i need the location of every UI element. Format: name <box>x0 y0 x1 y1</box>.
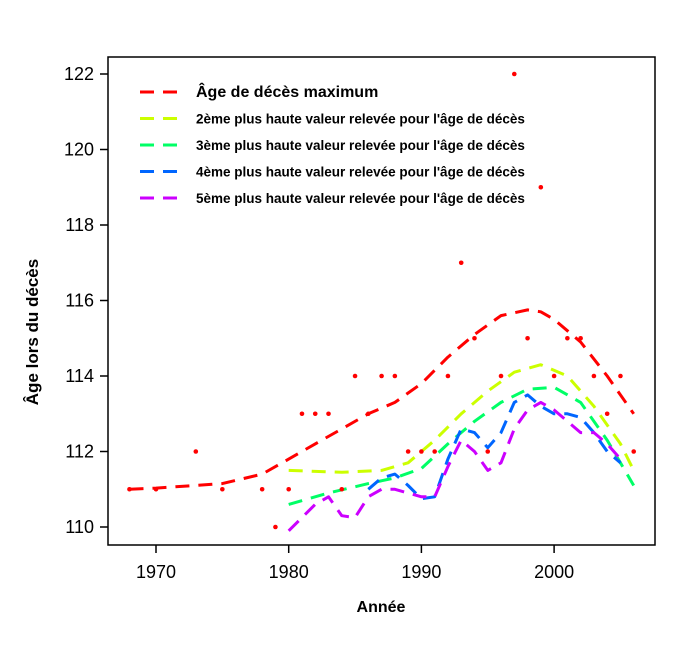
y-tick-label: 120 <box>64 140 94 160</box>
data-point <box>366 411 371 417</box>
data-point <box>511 71 517 77</box>
data-point <box>339 486 345 492</box>
y-axis-label: Âge lors du décès <box>23 259 42 405</box>
data-point <box>259 486 265 492</box>
data-point <box>299 411 305 417</box>
series-line-2 <box>288 363 636 474</box>
x-tick-label: 1970 <box>136 562 176 582</box>
data-point <box>312 411 318 417</box>
x-axis-label: Année <box>357 599 406 616</box>
data-point <box>326 411 331 417</box>
data-point <box>565 335 570 341</box>
y-tick-label: 118 <box>65 215 94 235</box>
data-point <box>127 486 132 492</box>
series-line-5 <box>287 400 622 532</box>
data-point <box>193 449 199 454</box>
y-tick-label: 112 <box>65 442 94 462</box>
data-point <box>551 373 557 379</box>
data-point <box>578 335 583 341</box>
data-point <box>432 449 437 454</box>
legend-label: 3ème plus haute valeur relevée pour l'âg… <box>196 138 525 153</box>
x-tick-label: 1990 <box>401 562 441 582</box>
data-point <box>153 486 159 492</box>
data-point <box>498 373 504 379</box>
data-point <box>591 373 597 379</box>
legend-label: 2ème plus haute valeur relevée pour l'âg… <box>196 112 525 127</box>
data-point <box>538 184 544 190</box>
data-point <box>392 373 398 379</box>
data-point <box>273 524 278 530</box>
data-point <box>352 373 358 379</box>
data-point <box>286 486 292 492</box>
data-point <box>458 260 464 266</box>
data-point <box>419 449 424 454</box>
data-point <box>405 449 411 454</box>
data-point <box>445 373 451 379</box>
data-point <box>485 449 491 454</box>
x-tick-label: 2000 <box>534 562 574 582</box>
series-line-3 <box>288 385 635 506</box>
y-tick-label: 122 <box>64 64 94 84</box>
data-point <box>379 373 384 379</box>
data-point <box>618 373 623 379</box>
series-line-1 <box>129 308 635 491</box>
legend-label: 4ème plus haute valeur relevée pour l'âg… <box>196 165 525 180</box>
y-tick-label: 116 <box>65 291 94 311</box>
data-point <box>220 486 225 492</box>
data-point <box>472 335 477 341</box>
data-point <box>525 335 530 341</box>
legend-label: Âge de décès maximum <box>196 82 378 101</box>
y-tick-label: 114 <box>65 366 94 386</box>
legend-label: 5ème plus haute valeur relevée pour l'âg… <box>196 191 525 206</box>
y-tick-label: 110 <box>65 517 94 537</box>
data-point <box>604 411 610 417</box>
x-tick-label: 1980 <box>269 562 309 582</box>
data-point <box>631 449 637 454</box>
series-line-4 <box>367 393 622 501</box>
